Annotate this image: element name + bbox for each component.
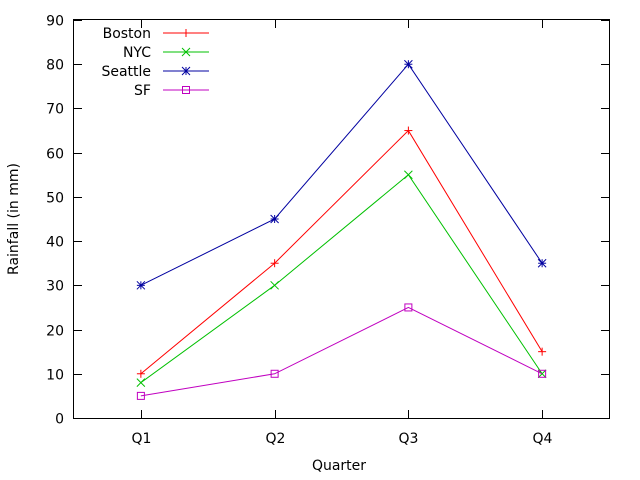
data-point-boston (136, 369, 145, 378)
legend-label-boston: Boston (103, 26, 151, 42)
legend-item-sf: SF (134, 83, 209, 99)
series-line-seattle (140, 63, 543, 286)
marker-square (404, 303, 413, 312)
marker-stroke (136, 280, 146, 290)
marker-stroke (181, 66, 191, 76)
plot-frame (73, 19, 610, 419)
legend-item-seattle: Seattle (101, 64, 209, 80)
marker-square (182, 86, 190, 94)
x-axis-title: Quarter (312, 458, 366, 474)
x-tick-label: Q3 (399, 431, 419, 447)
marker-stroke (404, 59, 413, 69)
data-point-nyc (136, 378, 146, 387)
marker-stroke (537, 258, 547, 268)
y-tick-label: 0 (55, 412, 64, 428)
legend-marker-seattle (181, 66, 191, 76)
data-point-nyc (404, 170, 413, 180)
y-tick-label: 80 (46, 58, 64, 74)
marker-square (270, 369, 279, 378)
y-tick-label: 50 (46, 191, 64, 207)
data-point-nyc (270, 280, 279, 290)
series-seattle (136, 59, 547, 290)
data-point-sf (538, 369, 547, 378)
y-axis-title: Rainfall (in mm) (6, 163, 22, 275)
data-point-seattle (136, 280, 146, 290)
data-point-seattle (404, 59, 413, 69)
y-tick-label: 20 (46, 324, 64, 340)
series-line-sf (140, 306, 543, 397)
axis-ticks: 0 10 20 30 40 50 60 70 80 90 Q1 Q2 Q3 Q4 (46, 14, 609, 447)
y-tick-label: 30 (46, 279, 64, 295)
data-point-boston (538, 347, 547, 356)
data-point-boston (270, 259, 279, 268)
data-point-seattle (270, 214, 279, 224)
series-line-boston (140, 129, 543, 375)
marker-stroke (404, 170, 413, 180)
y-tick-label: 70 (46, 102, 64, 118)
legend-label-nyc: NYC (123, 45, 151, 61)
legend-marker-boston (182, 29, 190, 37)
y-tick-label: 90 (46, 14, 64, 30)
series-nyc (136, 170, 547, 387)
y-tick-label: 40 (46, 235, 64, 251)
data-point-sf (404, 303, 413, 312)
series-sf (136, 303, 547, 400)
legend-marker-sf (182, 86, 190, 94)
series-boston (136, 126, 547, 378)
data-point-sf (270, 369, 279, 378)
legend-label-sf: SF (134, 83, 151, 99)
marker-square (136, 391, 145, 400)
x-tick-label: Q4 (533, 431, 553, 447)
x-tick-label: Q2 (266, 431, 286, 447)
marker-stroke (270, 280, 279, 290)
marker-stroke (270, 214, 279, 224)
data-point-seattle (537, 258, 547, 268)
x-tick-label: Q1 (132, 431, 152, 447)
data-point-boston (404, 126, 413, 135)
legend-label-seattle: Seattle (101, 64, 151, 80)
legend-item-nyc: NYC (123, 45, 209, 61)
legend-marker-nyc (181, 47, 191, 57)
y-tick-label: 60 (46, 147, 64, 163)
marker-stroke (136, 378, 146, 387)
series-line-nyc (140, 174, 543, 384)
y-tick-label: 10 (46, 368, 64, 384)
marker-square (538, 369, 547, 378)
marker-stroke (181, 47, 191, 57)
data-point-sf (136, 391, 145, 400)
legend: Boston NYC Seattle SF (101, 26, 209, 99)
legend-item-boston: Boston (103, 26, 209, 42)
series-layer (136, 59, 547, 400)
